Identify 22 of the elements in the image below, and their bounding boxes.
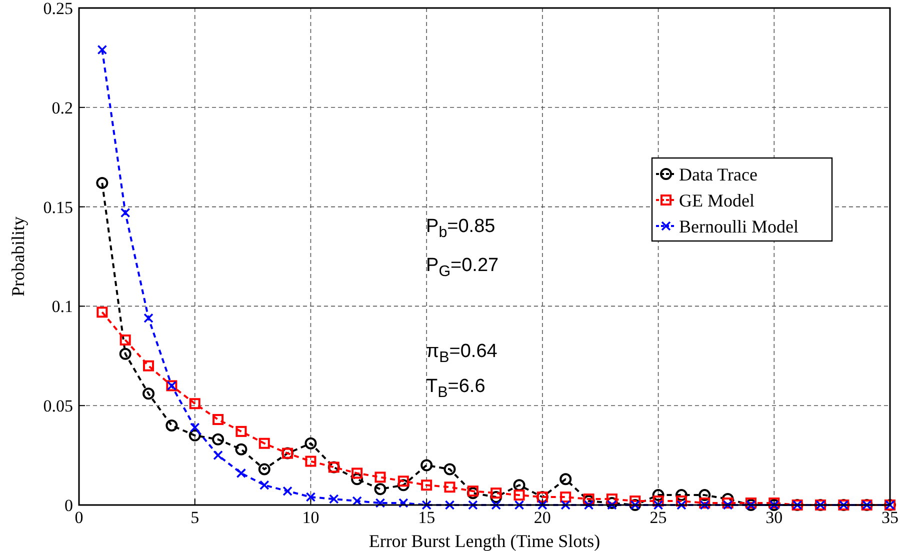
x-tick-label: 35 xyxy=(882,508,898,527)
y-tick-label: 0.05 xyxy=(43,396,73,416)
annotation: P$_{G}$=0.27 xyxy=(426,255,499,280)
legend-label: Bernoulli Model xyxy=(679,216,798,236)
x-tick-label: 25 xyxy=(650,508,667,527)
x-tick-label: 20 xyxy=(534,508,551,527)
annotation: P$_{b}$=0.85 xyxy=(426,216,496,242)
y-tick-label: 0.15 xyxy=(43,198,73,217)
y-tick-label: 0.2 xyxy=(52,98,73,118)
annotation: π$_{B}$=0.64 xyxy=(426,341,498,366)
y-tick-label: 0.1 xyxy=(52,297,73,316)
y-axis-title: Probability xyxy=(8,216,28,296)
y-tick-label: 0 xyxy=(64,496,73,515)
legend-label: Data Trace xyxy=(679,164,758,184)
x-tick-label: 30 xyxy=(766,508,783,527)
x-tick-label: 5 xyxy=(190,508,200,527)
x-tick-label: 15 xyxy=(418,508,436,527)
y-tick-label: 0.25 xyxy=(43,0,73,18)
x-tick-label: 10 xyxy=(302,508,320,527)
x-axis-title: Error Burst Length (Time Slots) xyxy=(368,531,600,551)
legend-label: GE Model xyxy=(679,190,754,210)
annotation: T$_{B}$=6.6 xyxy=(426,376,486,402)
